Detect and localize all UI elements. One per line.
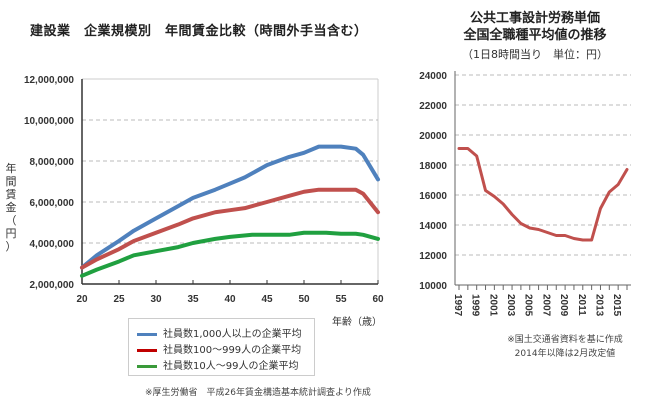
x-tick-label: 2015 [611,294,622,317]
x-tick-label: 2001 [487,294,498,317]
left-y-axis-label: 年間賃金（円） [4,162,18,253]
y-tick-label: 22000 [419,101,447,112]
series-line-medium [80,187,380,270]
x-tick-label: 45 [261,294,273,305]
y-tick-label: 16000 [419,191,447,202]
legend-swatch-blue [137,332,157,336]
x-tick-label: 2003 [505,294,516,317]
x-tick-label: 55 [335,294,347,305]
right-source-note: ※国土交通省資料を基に作成 2014年以降は2月改定値 [490,333,640,361]
x-tick-label: 50 [298,294,310,305]
y-tick-label: 8,000,000 [30,157,75,168]
series-line-large [80,144,380,270]
series-line-small [80,230,380,278]
legend-item-small: 社員数10人〜99人の企業平均 [137,357,298,372]
y-tick-label: 14000 [419,221,447,232]
legend-item-medium: 社員数100〜999人の企業平均 [137,341,301,356]
y-label-char: （ [5,214,17,227]
x-tick-label: 2007 [540,294,551,317]
y-tick-label: 18000 [419,161,447,172]
left-chart-title: 建設業 企業規模別 年間賃金比較（時間外手当含む） [30,24,368,39]
x-tick-label: 2011 [576,294,587,316]
x-tick-label: 2005 [523,294,534,317]
y-tick-label: 12000 [419,251,447,262]
right-note-line1: ※国土交通省資料を基に作成 [507,335,623,345]
y-tick-label: 12,000,000 [24,75,74,86]
right-chart-title: 公共工事設計労務単価 全国全職種平均値の推移 [440,10,630,44]
legend-label: 社員数10人〜99人の企業平均 [163,361,299,372]
x-tick-label: 25 [113,294,125,305]
x-tick-label: 2013 [593,294,604,317]
y-tick-label: 10000 [419,281,447,292]
legend-item-large: 社員数1,000人以上の企業平均 [137,325,302,340]
legend-label: 社員数1,000人以上の企業平均 [163,329,302,340]
x-tick-label: 2009 [558,294,569,317]
x-tick-label: 60 [372,294,384,305]
right-title-line2: 全国全職種平均値の推移 [463,28,607,43]
y-tick-label: 24000 [419,71,447,82]
x-tick-label: 35 [187,294,199,305]
y-tick-label: 6,000,000 [30,198,75,209]
x-tick-label: 1997 [452,294,463,317]
x-tick-label: 30 [150,294,162,305]
left-source-note: ※厚生労働省 平成26年賃金構造基本統計調査より作成 [145,388,371,398]
y-label-char: 年 [5,162,17,175]
y-label-char: 円 [5,227,17,240]
y-label-char: 賃 [5,188,17,201]
legend-swatch-red [137,348,157,352]
series-line-labor-unit-price [457,147,629,242]
y-tick-label: 10,000,000 [24,116,74,127]
y-tick-label: 20000 [419,131,447,142]
y-label-char: 間 [5,175,17,188]
y-label-char: 金 [5,201,17,214]
right-chart-subtitle: （1日8時間当り 単位：円） [462,48,608,61]
y-tick-label: 2,000,000 [30,280,75,291]
x-tick-label: 20 [76,294,88,305]
legend-swatch-green [137,364,157,368]
left-x-axis-label: 年齢（歳） [332,317,382,328]
legend-label: 社員数100〜999人の企業平均 [163,345,302,356]
left-legend: 社員数1,000人以上の企業平均 社員数100〜999人の企業平均 社員数10人… [128,318,315,376]
right-title-line1: 公共工事設計労務単価 [469,11,600,26]
right-note-line2: 2014年以降は2月改定値 [514,349,616,359]
y-tick-label: 4,000,000 [30,239,75,250]
x-tick-label: 40 [224,294,236,305]
y-label-char: ） [5,240,17,253]
x-tick-label: 1999 [470,294,481,317]
